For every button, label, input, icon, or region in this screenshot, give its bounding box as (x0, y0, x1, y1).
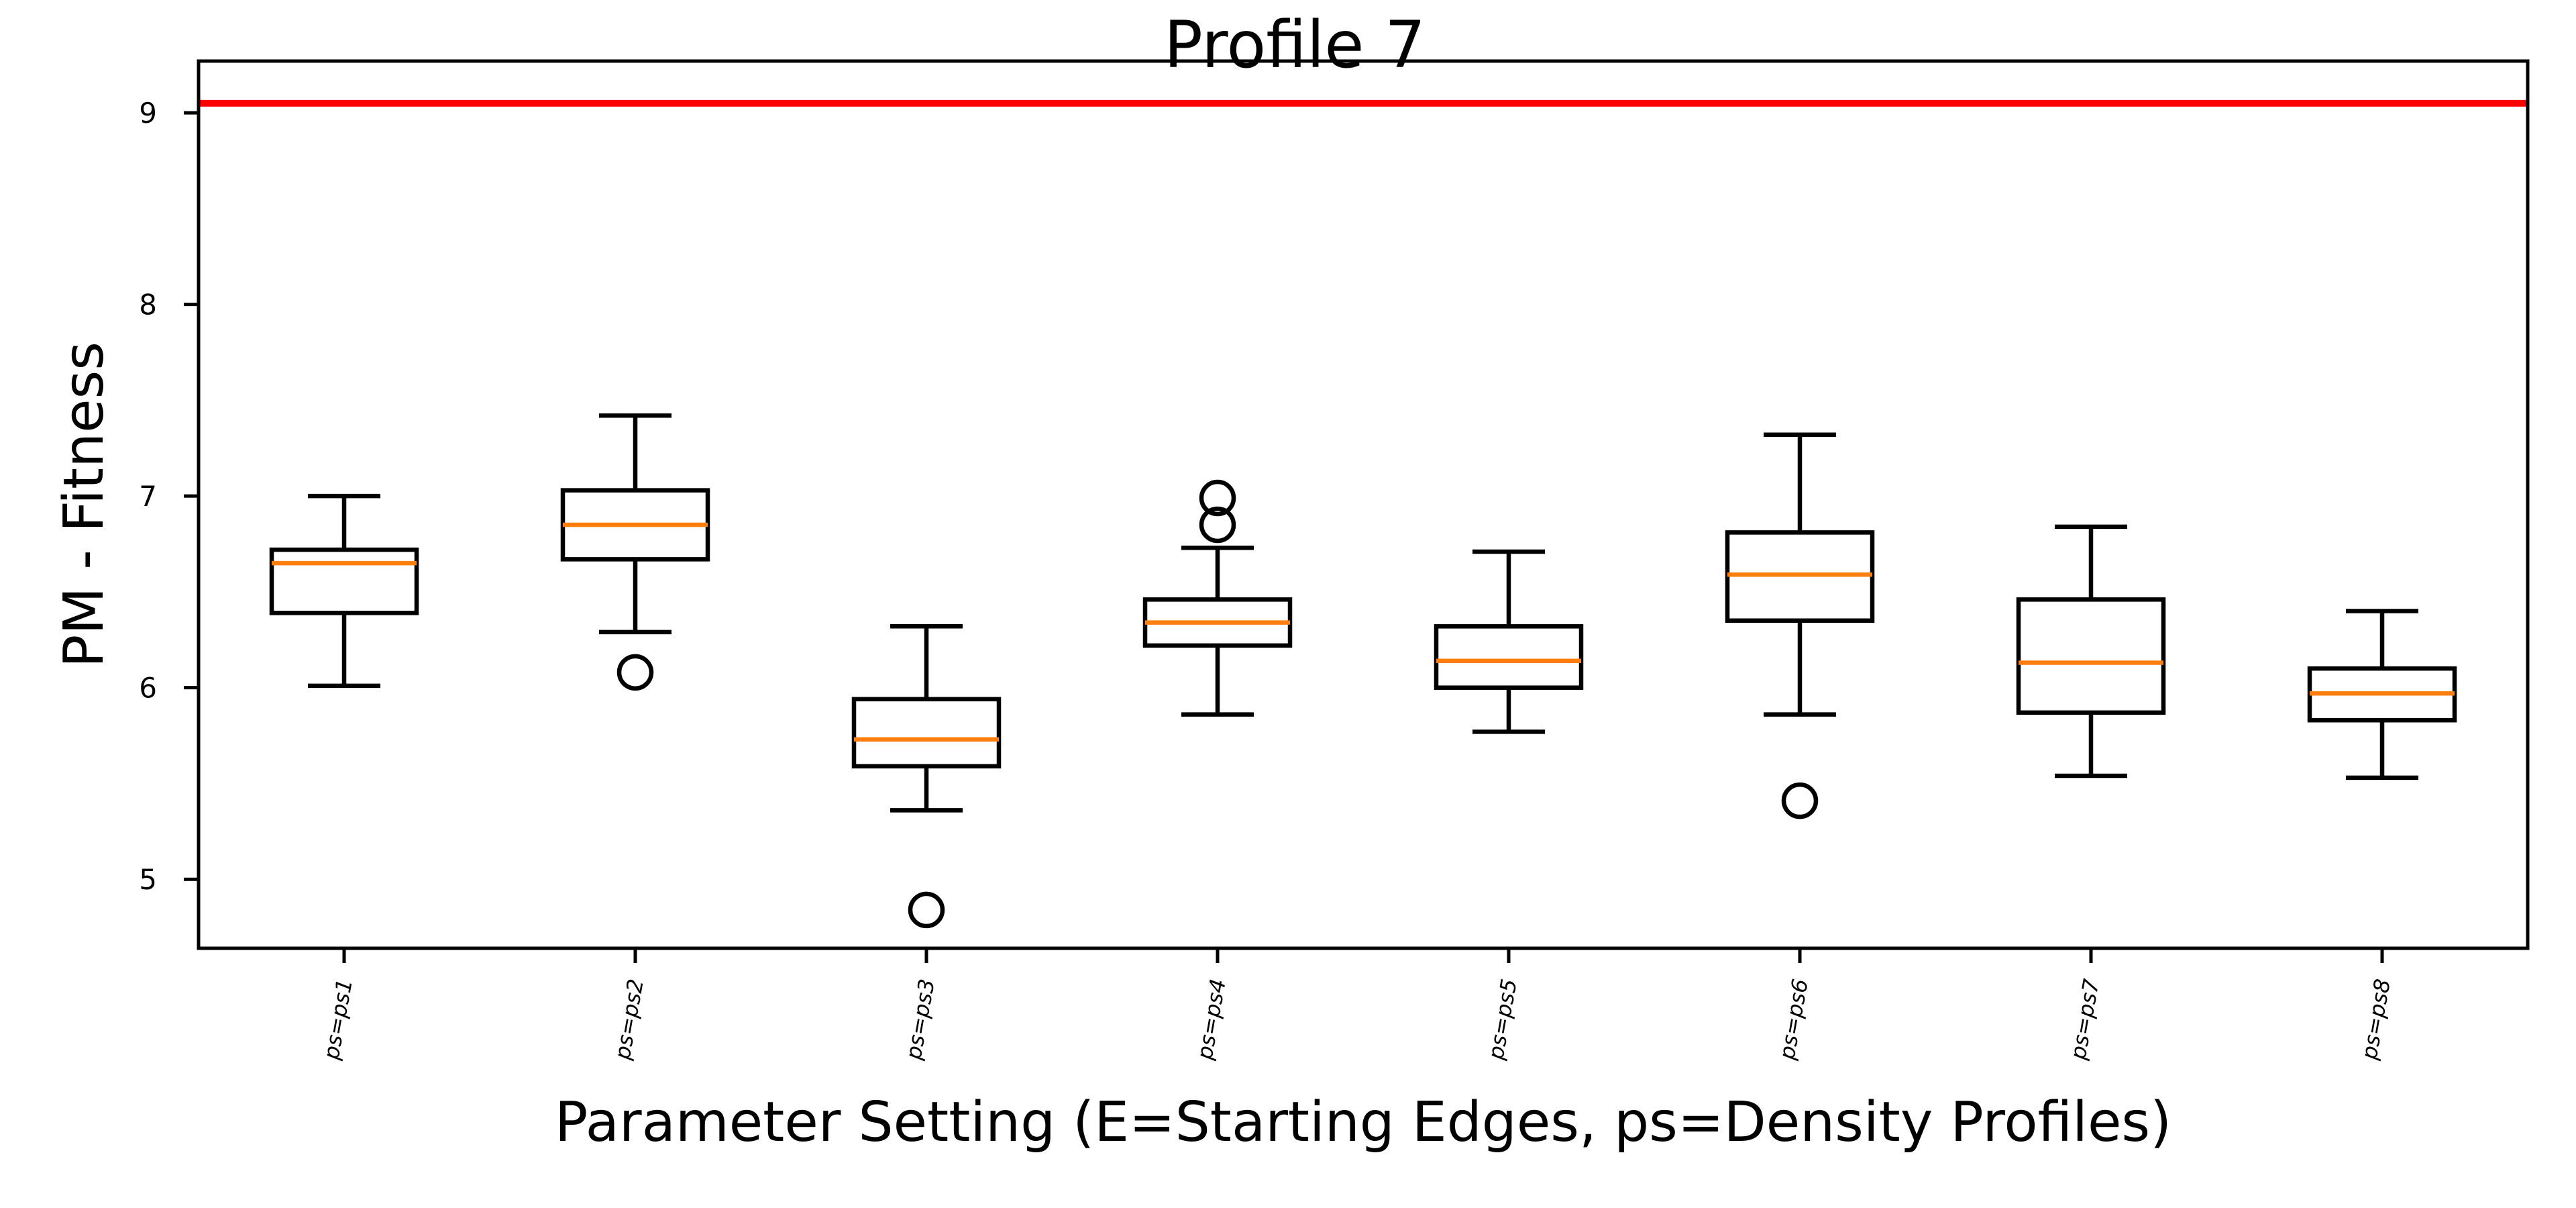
box-1 (269, 493, 419, 689)
box-6 (1725, 432, 1875, 819)
y-tick-label: 9 (139, 97, 157, 130)
plot-area (199, 99, 2528, 929)
box-2 (560, 413, 710, 691)
box-body (1434, 624, 1584, 690)
box-body (851, 697, 1002, 768)
box-3 (851, 624, 1002, 929)
outlier-point (616, 654, 654, 691)
outlier-point (1199, 506, 1236, 544)
box-8 (2307, 609, 2457, 781)
x-axis-label: Parameter Setting (E=Starting Edges, ps=… (555, 1091, 2171, 1154)
y-tick-label: 6 (139, 672, 157, 705)
box-body (269, 547, 419, 615)
chart-title: Profile 7 (1164, 7, 1426, 83)
box-4 (1142, 479, 1293, 717)
box-7 (2016, 524, 2166, 778)
outlier-point (908, 891, 945, 929)
box-5 (1434, 549, 1584, 734)
y-tick-label: 7 (139, 480, 157, 513)
outlier-point (1781, 782, 1819, 819)
box-body (2016, 597, 2166, 715)
y-tick-label: 8 (139, 289, 157, 321)
outlier-point (1199, 479, 1236, 517)
axes-frame (197, 59, 2530, 950)
y-tick-label: 5 (139, 863, 157, 896)
y-axis-label: PM - Fitness (52, 342, 116, 668)
